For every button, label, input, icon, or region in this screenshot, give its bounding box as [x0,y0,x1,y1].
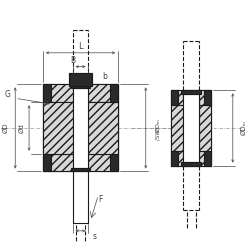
Text: ØD: ØD [2,123,8,133]
Text: L: L [78,42,83,51]
Text: ØDₘ: ØDₘ [155,118,160,132]
Polygon shape [172,151,211,166]
Polygon shape [181,90,201,94]
Polygon shape [69,72,92,86]
Text: Ød: Ød [18,123,24,133]
Polygon shape [43,102,72,154]
Text: B: B [70,56,75,65]
Polygon shape [43,154,118,172]
Bar [72,88,88,168]
Polygon shape [172,151,178,166]
Polygon shape [70,84,90,88]
Bar [183,105,199,151]
Polygon shape [43,84,51,102]
Text: ØDₘ: ØDₘ [241,120,247,136]
Polygon shape [204,151,211,166]
Polygon shape [204,90,211,105]
Bar [183,94,199,162]
Polygon shape [172,90,211,105]
Polygon shape [110,84,118,102]
Polygon shape [43,102,118,154]
Text: F: F [98,195,102,204]
Polygon shape [181,162,201,166]
Polygon shape [110,154,118,172]
Text: /SW: /SW [155,130,160,140]
Text: s: s [92,232,96,241]
Text: b: b [102,72,107,81]
Text: G: G [4,90,10,99]
Polygon shape [70,168,90,172]
Polygon shape [172,90,178,105]
Polygon shape [172,105,183,151]
Polygon shape [43,84,118,102]
Polygon shape [88,102,118,154]
Polygon shape [199,105,211,151]
Polygon shape [43,154,51,172]
